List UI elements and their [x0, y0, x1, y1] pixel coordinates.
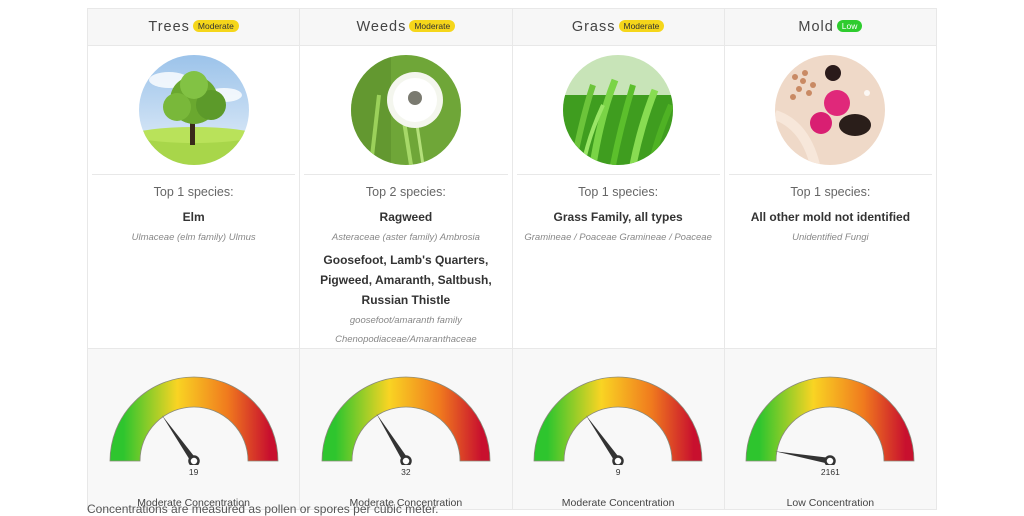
concentration-label: Moderate Concentration	[561, 497, 675, 509]
pollen-forecast-panel: Trees Moderate Weeds Moderate Grass Moderat…	[86, 8, 938, 510]
mold-image	[775, 55, 886, 165]
gauge-weeds	[321, 376, 491, 465]
grass-image	[563, 55, 674, 165]
divider	[304, 174, 508, 175]
top-species-label: Top 2 species:	[365, 185, 446, 199]
species-row: Top 1 species: Elm Ulmaceae (elm family)…	[86, 174, 938, 349]
gauge-cell-weeds: 32 Moderate Concentration	[299, 348, 513, 510]
header-trees: Trees Moderate	[86, 8, 301, 46]
level-badge: Moderate	[618, 20, 665, 32]
footnote: Concentrations are measured as pollen or…	[87, 502, 439, 516]
dandelion-image	[350, 55, 461, 165]
species-cell-grass: Top 1 species: Grass Family, all types G…	[511, 174, 725, 349]
gauge-mold	[745, 376, 915, 465]
header-weeds: Weeds Moderate	[299, 8, 513, 46]
species-latin: Chenopodiaceae/Amaranthaceae	[335, 334, 477, 345]
gauge-needle	[586, 415, 621, 463]
species-cell-weeds: Top 2 species: Ragweed Asteraceae (aster…	[299, 174, 513, 349]
divider	[92, 174, 296, 175]
concentration-label: Moderate Concentration	[137, 497, 250, 509]
species-cell-mold: Top 1 species: All other mold not identi…	[723, 174, 938, 349]
gauge-cell-trees: 19 Moderate Concentration	[86, 348, 301, 510]
divider	[728, 174, 932, 175]
gauge-needle	[376, 413, 409, 463]
image-row	[86, 45, 938, 174]
category-title: Grass	[571, 19, 616, 35]
tree-image	[138, 55, 249, 165]
species-name: Ragweed	[379, 210, 433, 224]
pollen-table: Trees Moderate Weeds Moderate Grass Moderat…	[86, 8, 938, 510]
gauge-cell-grass: 9 Moderate Concentration	[511, 348, 725, 510]
top-species-label: Top 1 species:	[790, 185, 871, 199]
species-name: Elm	[182, 210, 205, 224]
species-name: Goosefoot, Lamb's Quarters, Pigweed, Ama…	[320, 253, 492, 307]
top-species-label: Top 1 species:	[578, 185, 659, 199]
gauge-value: 19	[188, 467, 199, 477]
species-name: All other mold not identified	[750, 210, 911, 224]
species-latin: Unidentified Fungi	[792, 232, 869, 243]
gauge-needle	[775, 451, 831, 464]
header-mold: Mold Low	[723, 8, 938, 46]
species-latin: Gramineae / Poaceae Gramineae / Poaceae	[524, 232, 712, 243]
gauge-trees	[109, 376, 279, 465]
category-title: Trees	[148, 19, 190, 35]
gauge-value: 9	[615, 467, 621, 477]
level-badge: Low	[836, 20, 863, 32]
category-title: Mold	[798, 19, 834, 35]
gauge-cell-mold: 2161 Low Concentration	[723, 348, 938, 510]
gauge-value: 32	[401, 467, 411, 477]
gauge-value: 2161	[820, 467, 840, 477]
species-cell-trees: Top 1 species: Elm Ulmaceae (elm family)…	[86, 174, 301, 349]
gauge-row: 19 Moderate Concentration 32 Moderate Co…	[86, 348, 938, 510]
level-badge: Moderate	[192, 20, 239, 32]
header-grass: Grass Moderate	[511, 8, 725, 46]
concentration-label: Moderate Concentration	[349, 497, 463, 509]
gauge-needle	[161, 415, 197, 463]
gauge-grass	[533, 376, 703, 465]
species-latin: goosefoot/amaranth family	[349, 315, 462, 326]
species-latin: Ulmaceae (elm family) Ulmus	[131, 232, 256, 243]
header-row: Trees Moderate Weeds Moderate Grass Moderat…	[86, 8, 938, 46]
species-name: Grass Family, all types	[553, 210, 683, 224]
category-title: Weeds	[356, 19, 407, 35]
species-latin: Asteraceae (aster family) Ambrosia	[331, 232, 480, 243]
top-species-label: Top 1 species:	[153, 185, 234, 199]
concentration-label: Low Concentration	[786, 497, 875, 509]
level-badge: Moderate	[409, 20, 456, 32]
divider	[516, 174, 720, 175]
